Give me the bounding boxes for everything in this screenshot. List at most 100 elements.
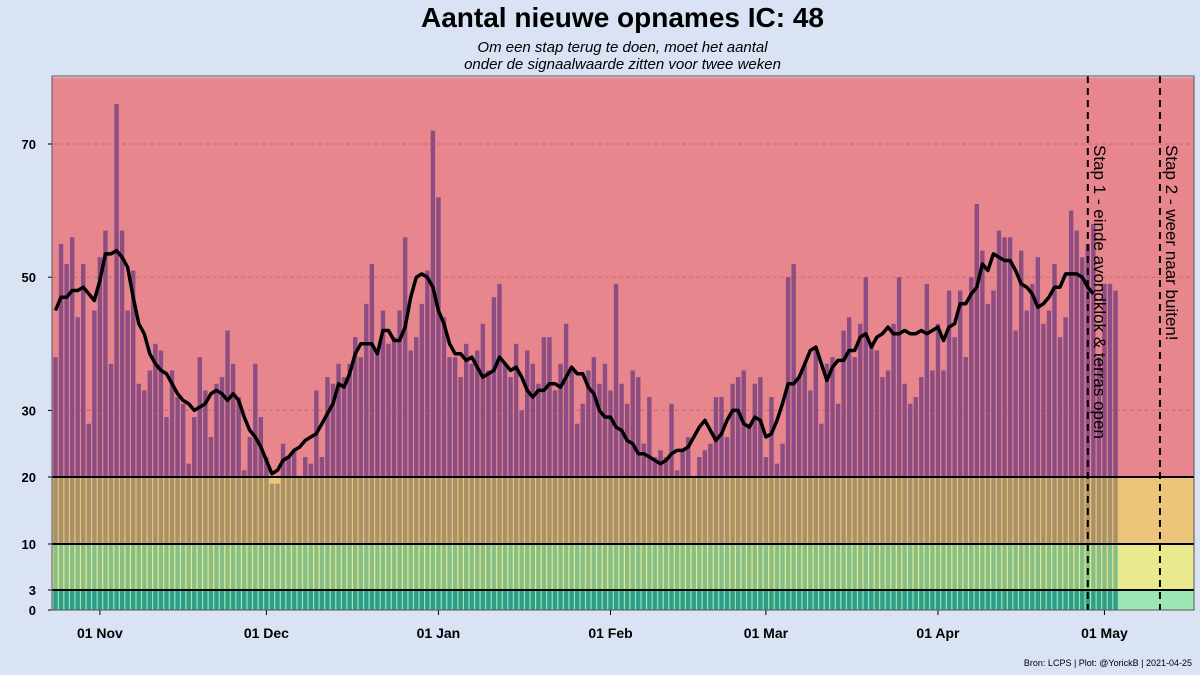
moving-average-line (53, 248, 1095, 476)
x-axis: 01 Nov 01 Dec 01 Jan 01 Feb 01 Mar 01 Apr 01 M… (77, 610, 1128, 641)
bar (569, 477, 574, 544)
bar (275, 483, 280, 544)
bar (674, 590, 680, 610)
bar (830, 544, 835, 590)
bar (308, 590, 313, 610)
bar (1096, 357, 1102, 477)
bar (1085, 590, 1090, 610)
bar (952, 590, 957, 610)
bar (192, 417, 197, 477)
bar (1074, 590, 1079, 610)
bar (924, 477, 930, 544)
bar (86, 477, 91, 544)
bar (1024, 310, 1029, 477)
bar (480, 590, 486, 610)
bar (880, 377, 885, 477)
bar (586, 544, 591, 590)
bar (375, 590, 380, 610)
bar (53, 357, 58, 477)
bar (64, 590, 69, 610)
bar (314, 544, 319, 590)
bar (486, 370, 491, 477)
bar (813, 544, 819, 590)
bar (525, 544, 530, 590)
bar (197, 477, 202, 544)
bar (963, 477, 968, 544)
bar (697, 477, 702, 544)
bar (630, 477, 635, 544)
bar (991, 590, 996, 610)
bar (513, 590, 519, 610)
bar (1019, 477, 1024, 544)
bar (885, 477, 891, 544)
bar (697, 590, 702, 610)
bar (358, 477, 363, 544)
bar (824, 590, 830, 610)
bar (1085, 544, 1090, 590)
bar (563, 544, 569, 590)
bar (891, 477, 896, 544)
bar (108, 544, 114, 590)
bar (486, 544, 491, 590)
bar (153, 343, 158, 477)
bar (203, 390, 208, 477)
bar (985, 590, 991, 610)
bar (353, 477, 358, 544)
bar (230, 590, 236, 610)
bar (974, 477, 979, 544)
bar (702, 590, 708, 610)
bar (469, 363, 474, 477)
bar (824, 544, 830, 590)
bar (69, 477, 75, 544)
bar (475, 477, 480, 544)
bar (1013, 544, 1018, 590)
bar (1107, 544, 1113, 590)
bar (624, 590, 630, 610)
bar (358, 357, 363, 477)
bar (908, 590, 913, 610)
bar (502, 363, 508, 477)
bar (774, 463, 780, 477)
bar (1102, 590, 1107, 610)
bar (358, 590, 363, 610)
bar (602, 477, 608, 544)
bar (225, 330, 230, 477)
bar (613, 544, 619, 590)
bar (169, 477, 175, 544)
bar (1096, 544, 1102, 590)
bar (1057, 477, 1063, 544)
bar (591, 544, 597, 590)
bar (769, 397, 774, 477)
bar (1007, 590, 1013, 610)
bar (686, 544, 691, 590)
bar (525, 350, 530, 477)
bar (297, 544, 302, 590)
bar (852, 544, 857, 590)
bar (708, 544, 713, 590)
bar (197, 357, 202, 477)
bar (519, 477, 524, 544)
bar (674, 470, 680, 477)
bar (863, 477, 868, 544)
bar (575, 590, 580, 610)
bar (353, 590, 358, 610)
bar (580, 477, 585, 544)
bar (92, 544, 97, 590)
bar (791, 544, 796, 590)
bar (225, 544, 230, 590)
x-tick-label: 01 Feb (588, 625, 632, 641)
bar (125, 477, 130, 544)
bar (303, 590, 308, 610)
bar (175, 397, 180, 477)
bar (846, 317, 852, 477)
bar (769, 477, 774, 544)
bar (219, 544, 225, 590)
bar (491, 590, 497, 610)
bar (508, 590, 513, 610)
bar (863, 544, 868, 590)
bar (591, 357, 597, 477)
bar (858, 477, 863, 544)
bar (208, 590, 214, 610)
bar (169, 544, 175, 590)
bar (785, 590, 791, 610)
